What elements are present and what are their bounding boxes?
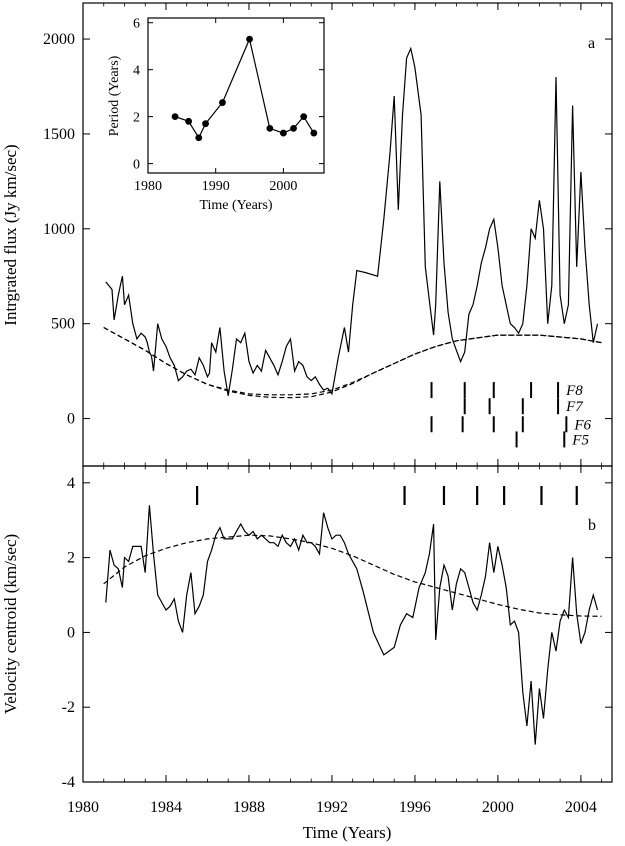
flare-label-f8: F8 — [565, 383, 583, 399]
panel-b-frame — [82, 465, 613, 783]
panel-a-y-tick-label: 2000 — [43, 31, 75, 48]
inset-point — [246, 35, 253, 43]
panel-a-tag: a — [588, 35, 595, 52]
inset-y-tick-label: 0 — [133, 158, 140, 173]
inset-series — [171, 35, 318, 142]
panel-a-ylabel: Intrgrated flux (Jy km/sec) — [1, 144, 20, 325]
inset-period-plot: 0 2 4 6 1980 1990 2000 Time (Years) Period (Ye… — [107, 17, 325, 213]
inset-point — [310, 129, 318, 137]
inset-xlabel: Time (Years) — [199, 198, 272, 213]
panel-a-fit-curve — [103, 326, 602, 396]
flare-label-f5: F5 — [571, 432, 589, 448]
inset-point — [290, 124, 297, 132]
inset-ticks: 0 2 4 6 1980 1990 2000 — [133, 17, 324, 194]
x-tick-label: 1980 — [67, 799, 99, 816]
inset-point — [195, 134, 203, 142]
inset-x-tick-label: 2000 — [269, 179, 297, 194]
panel-a-flux-line — [105, 46, 599, 396]
panel-b-y-tick-label: 2 — [67, 550, 75, 567]
panel-b-ylabel: Velocity centroid (km/sec) — [1, 534, 20, 714]
x-tick-label: 2004 — [565, 799, 597, 816]
panel-b-xlabel: Time (Years) — [303, 823, 392, 842]
inset-point — [219, 99, 226, 106]
panel-b-ticks: -4 -2 0 2 4 — [62, 466, 612, 791]
inset-x-tick-label: 1990 — [202, 179, 230, 194]
panel-b-tag: b — [588, 517, 596, 534]
panel-a-y-tick-label: 0 — [67, 411, 75, 428]
panel-b-y-tick-label: 4 — [67, 475, 75, 492]
inset-frame — [147, 17, 325, 174]
flare-label-f6: F6 — [573, 417, 591, 433]
panel-b-velocity-line — [105, 505, 599, 745]
inset-point — [266, 124, 274, 132]
panel-a-y-tick-label: 1000 — [43, 221, 75, 238]
panel-b-fit-curve — [103, 534, 602, 617]
inset-point — [202, 120, 209, 128]
panel-b-y-tick-label: -2 — [62, 699, 75, 716]
inset-y-tick-label: 2 — [133, 111, 140, 126]
panel-b: -4 -2 0 2 4 b Velocity centroid (km/sec) Tim… — [1, 465, 613, 842]
panel-a-fit-curve — [103, 326, 602, 399]
panel-b-y-tick-label: 0 — [67, 624, 75, 641]
x-tick-label: 2000 — [482, 799, 514, 816]
inset-point — [300, 113, 308, 121]
inset-ylabel: Period (Years) — [107, 55, 122, 136]
panel-a-series — [103, 46, 602, 399]
panel-a-y-tick-label: 500 — [51, 316, 75, 333]
x-tick-label: 1992 — [316, 799, 348, 816]
flare-label-f7: F7 — [565, 399, 584, 415]
panel-b-event-marks — [195, 486, 578, 505]
inset-x-tick-label: 1980 — [134, 179, 162, 194]
x-tick-label: 1996 — [399, 799, 431, 816]
panel-b-y-tick-label: -4 — [62, 774, 75, 791]
x-tick-label: 1988 — [233, 799, 265, 816]
x-tick-label: 1984 — [150, 799, 182, 816]
inset-y-tick-label: 4 — [133, 64, 140, 79]
inset-point — [185, 117, 193, 125]
panel-b-series — [103, 505, 602, 745]
inset-y-tick-label: 6 — [133, 17, 140, 32]
panel-a-y-tick-label: 1500 — [43, 126, 75, 143]
inset-point — [279, 129, 287, 137]
inset-point — [171, 113, 179, 121]
